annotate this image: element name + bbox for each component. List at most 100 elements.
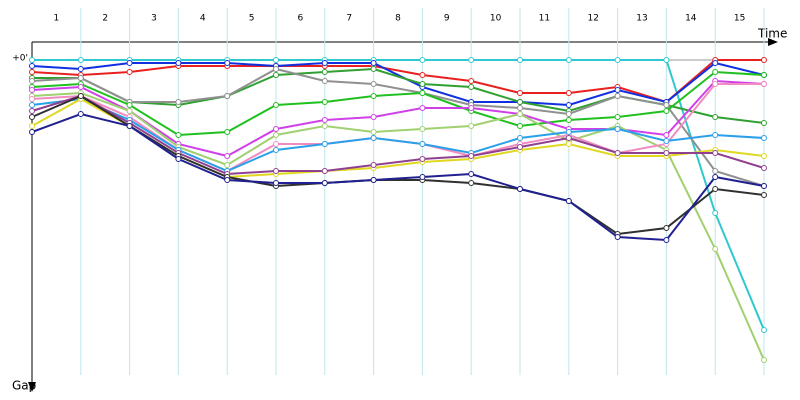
lap-point: [77, 57, 84, 63]
lap-point: [370, 114, 377, 120]
lap-point: [321, 180, 328, 186]
lap-label: 14: [685, 14, 697, 24]
lap-point: [224, 162, 231, 168]
series-line: [31, 94, 765, 236]
y-tick-label: +0': [12, 54, 28, 64]
lap-point: [761, 135, 767, 141]
lap-point: [712, 69, 719, 75]
time-arrow: [768, 38, 778, 46]
lap-point: [614, 126, 621, 132]
lap-point: [712, 132, 719, 138]
lap-point: [321, 60, 328, 66]
lap-point: [370, 66, 377, 72]
lap-point: [29, 63, 35, 69]
lap-point: [712, 150, 719, 156]
lap-point: [29, 69, 35, 75]
lap-point: [663, 225, 670, 231]
lap-point: [29, 114, 35, 120]
lap-point: [565, 117, 572, 123]
lap-point: [29, 129, 35, 135]
lap-point: [761, 327, 767, 333]
lap-point: [273, 168, 279, 174]
lap-point: [224, 177, 231, 183]
lap-point: [419, 126, 426, 132]
lap-point: [273, 141, 279, 147]
lap-point: [614, 114, 621, 120]
lap-point: [712, 168, 719, 174]
lap-point: [663, 102, 670, 108]
lap-point: [517, 144, 523, 150]
lap-label: 6: [298, 14, 304, 24]
series-line: [31, 97, 765, 173]
lap-point: [29, 96, 35, 102]
lap-label: 9: [444, 14, 450, 24]
lap-point: [175, 132, 182, 138]
lap-point: [273, 57, 279, 63]
lap-point: [29, 123, 35, 129]
series-line: [31, 70, 765, 137]
gap-arrow: [28, 382, 36, 392]
series-line: [31, 91, 765, 361]
series-line: [31, 112, 765, 242]
lap-point: [468, 105, 475, 111]
series-line: [31, 61, 765, 107]
lap-point: [77, 75, 84, 81]
lap-point: [517, 123, 523, 129]
lap-label: 12: [587, 14, 598, 24]
lap-label: 7: [346, 14, 352, 24]
lap-label: 8: [395, 14, 401, 24]
lap-point: [712, 174, 719, 180]
lap-point: [29, 108, 35, 114]
series-line: [32, 67, 765, 124]
series-line: [31, 79, 765, 158]
lap-point: [321, 123, 328, 129]
lap-point: [468, 57, 475, 63]
lap-point: [517, 105, 523, 111]
lap-point: [175, 156, 182, 162]
lap-point: [614, 93, 621, 99]
lap-point: [273, 180, 279, 186]
lap-point: [370, 135, 377, 141]
lap-point: [321, 78, 328, 84]
lap-point: [224, 93, 231, 99]
lap-point: [126, 69, 133, 75]
lap-point: [565, 135, 572, 141]
lap-point: [370, 129, 377, 135]
lap-point: [419, 57, 426, 63]
lap-point: [126, 60, 133, 66]
lap-point: [77, 66, 84, 72]
lap-point: [224, 153, 231, 159]
lap-point: [761, 192, 767, 198]
lap-point: [761, 153, 767, 159]
lap-point: [712, 210, 719, 216]
lap-point: [565, 90, 572, 96]
lap-label: 5: [249, 14, 255, 24]
lap-point: [419, 90, 426, 96]
lap-point: [565, 198, 572, 204]
lap-point: [175, 99, 182, 105]
lap-point: [370, 81, 377, 87]
lap-point: [761, 357, 767, 363]
lap-point: [761, 183, 767, 189]
lap-label: 3: [151, 14, 157, 24]
lap-point: [321, 168, 328, 174]
lap-point: [565, 141, 572, 147]
lap-point: [468, 123, 475, 129]
lap-point: [712, 114, 719, 120]
lap-point: [663, 132, 670, 138]
lap-point: [370, 177, 377, 183]
lap-point: [126, 102, 133, 108]
lap-point: [712, 186, 719, 192]
series-line: [31, 59, 764, 104]
lap-point: [29, 102, 35, 108]
lap-point: [273, 126, 279, 132]
lap-point: [126, 108, 133, 114]
lap-point: [565, 57, 572, 63]
lap-point: [224, 129, 231, 135]
lap-point: [468, 180, 475, 186]
lap-point: [614, 150, 621, 156]
lap-label: 10: [490, 14, 502, 24]
lap-point: [29, 57, 35, 63]
lap-label: 2: [102, 14, 108, 24]
